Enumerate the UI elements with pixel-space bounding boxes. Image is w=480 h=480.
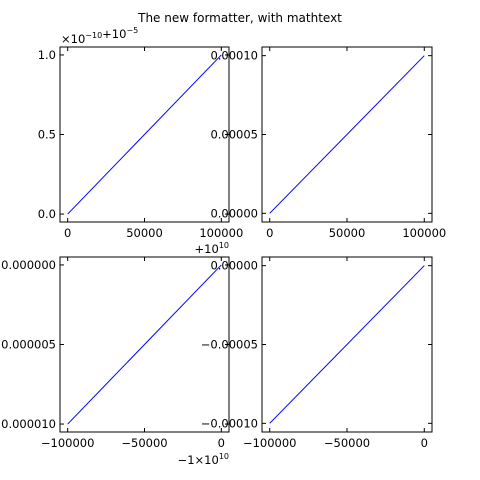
x-tick-label: 0	[421, 436, 428, 450]
y-offset-text: ×10−10+10−5	[61, 26, 138, 46]
series-line	[67, 264, 222, 425]
y-tick-label: 0.00010	[210, 49, 258, 63]
y-tick-label: 0.0	[38, 207, 56, 221]
x-tick-label: 100000	[402, 226, 446, 240]
x-tick-label: 0	[64, 226, 71, 240]
x-tick-label: 0	[218, 436, 225, 450]
chart-panel-top-left: 0 50000 100000 0.0 0.5 1.0 ×10−10+10−5	[38, 26, 244, 240]
x-offset-text: −1×1010	[178, 452, 229, 467]
chart-panel-top-right: 0 50000 100000 0.00000 0.00005 0.00010	[210, 46, 446, 240]
chart-panel-bottom-right: −100000 −50000 0 0.00000 −0.00005 −0.00010	[201, 256, 433, 450]
x-tick-label: 50000	[126, 226, 163, 240]
x-tick-label: −50000	[324, 436, 370, 450]
y-tick-label: 0.000005	[1, 338, 56, 352]
series-line	[67, 54, 222, 215]
series-line	[269, 55, 425, 214]
x-tick-label: 0	[266, 226, 273, 240]
series-line	[269, 265, 425, 424]
y-offset-text: +1010	[195, 241, 229, 256]
x-tick-label: −100000	[243, 436, 297, 450]
x-tick-label: −50000	[121, 436, 167, 450]
y-tick-label: 0.00005	[210, 128, 258, 142]
figure-suptitle: The new formatter, with mathtext	[137, 11, 342, 25]
y-tick-label: 0.5	[38, 128, 56, 142]
y-tick-label: 0.000010	[1, 417, 56, 431]
x-tick-label: −100000	[41, 436, 95, 450]
chart-panel-bottom-left: −100000 −50000 0 0.000000 0.000005 0.000010 +1…	[1, 241, 230, 467]
y-tick-label: 0.00000	[210, 206, 258, 220]
y-tick-label: −0.00005	[201, 338, 258, 352]
y-tick-label: 0.000000	[1, 258, 56, 272]
x-tick-label: 50000	[329, 226, 366, 240]
y-tick-label: 0.00000	[210, 259, 258, 273]
x-tick-label: 100000	[199, 226, 243, 240]
y-tick-label: −0.00010	[201, 416, 258, 430]
y-tick-label: 1.0	[38, 48, 56, 62]
